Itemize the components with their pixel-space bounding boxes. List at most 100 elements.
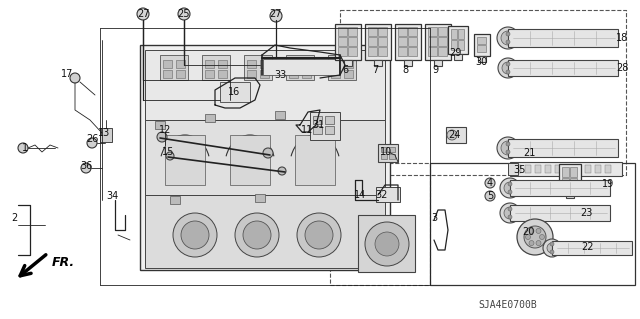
Text: 22: 22 (580, 242, 593, 252)
Bar (428, 37, 437, 46)
Bar (330, 163, 430, 285)
Bar (508, 60, 618, 76)
Bar (389, 147, 395, 152)
Text: 27: 27 (269, 9, 282, 19)
Circle shape (485, 178, 495, 188)
Text: 28: 28 (616, 63, 628, 73)
Bar (381, 147, 387, 152)
Circle shape (536, 228, 541, 234)
Text: 21: 21 (523, 148, 535, 158)
Bar (438, 47, 447, 56)
Text: 26: 26 (86, 134, 98, 144)
Text: 4: 4 (487, 178, 493, 188)
Bar (176, 70, 185, 78)
Bar (404, 60, 412, 66)
Bar (289, 70, 298, 78)
Circle shape (525, 234, 531, 240)
Circle shape (508, 190, 512, 194)
Circle shape (497, 27, 519, 49)
Bar (430, 163, 635, 285)
Bar (478, 56, 486, 62)
Bar (395, 24, 421, 60)
Bar (510, 180, 610, 196)
Bar (313, 116, 322, 124)
Bar (508, 29, 618, 47)
Bar (434, 60, 442, 66)
Bar (368, 27, 377, 36)
Bar (302, 70, 311, 78)
Text: 34: 34 (106, 191, 118, 201)
Bar (331, 70, 340, 78)
Bar (555, 165, 561, 173)
Circle shape (506, 70, 510, 74)
Bar (165, 135, 205, 185)
Circle shape (166, 152, 174, 160)
Bar (163, 60, 172, 68)
Text: 23: 23 (580, 208, 592, 218)
Circle shape (506, 142, 510, 146)
Bar (155, 121, 165, 129)
Bar (477, 45, 486, 52)
Bar (438, 27, 447, 36)
Bar (358, 215, 415, 272)
Bar (510, 205, 610, 221)
Bar (163, 70, 172, 78)
Bar (302, 60, 311, 68)
Text: 30: 30 (475, 57, 487, 67)
Bar (328, 55, 356, 80)
Bar (338, 27, 347, 36)
Bar (247, 70, 256, 78)
Bar (338, 47, 347, 56)
Bar (140, 45, 390, 270)
Bar (331, 60, 340, 68)
Bar (408, 27, 417, 36)
Bar (286, 55, 314, 80)
Text: 16: 16 (228, 87, 240, 97)
Circle shape (501, 141, 515, 155)
Circle shape (447, 130, 457, 140)
Bar (454, 54, 462, 60)
Circle shape (550, 250, 554, 254)
Circle shape (506, 62, 510, 66)
Bar (368, 47, 377, 56)
Bar (205, 70, 214, 78)
Bar (562, 167, 569, 177)
Bar (378, 37, 387, 46)
Circle shape (506, 32, 510, 36)
Bar (140, 45, 390, 270)
Bar (220, 82, 250, 102)
Bar (474, 34, 490, 56)
Text: 12: 12 (159, 125, 171, 135)
Text: 19: 19 (602, 179, 614, 189)
Circle shape (365, 222, 409, 266)
Bar (398, 37, 407, 46)
Bar (145, 50, 385, 120)
Circle shape (504, 207, 516, 219)
Bar (344, 60, 352, 66)
Circle shape (81, 163, 91, 173)
Bar (438, 37, 447, 46)
Bar (595, 165, 601, 173)
Bar (289, 60, 298, 68)
Bar (218, 70, 227, 78)
Bar (398, 47, 407, 56)
Circle shape (529, 228, 534, 234)
Bar (562, 178, 569, 188)
Bar (605, 165, 611, 173)
Bar (559, 164, 581, 192)
Circle shape (524, 226, 546, 248)
Bar (458, 29, 464, 39)
Bar (378, 47, 387, 56)
Circle shape (540, 234, 545, 240)
Circle shape (498, 58, 518, 78)
Text: 25: 25 (178, 9, 190, 19)
Circle shape (485, 191, 495, 201)
Text: 1: 1 (22, 143, 28, 153)
Circle shape (506, 150, 510, 154)
Circle shape (508, 215, 512, 219)
Bar (205, 60, 214, 68)
Bar (408, 47, 417, 56)
Circle shape (501, 31, 515, 45)
Text: FR.: FR. (52, 256, 75, 269)
Bar (344, 70, 353, 78)
